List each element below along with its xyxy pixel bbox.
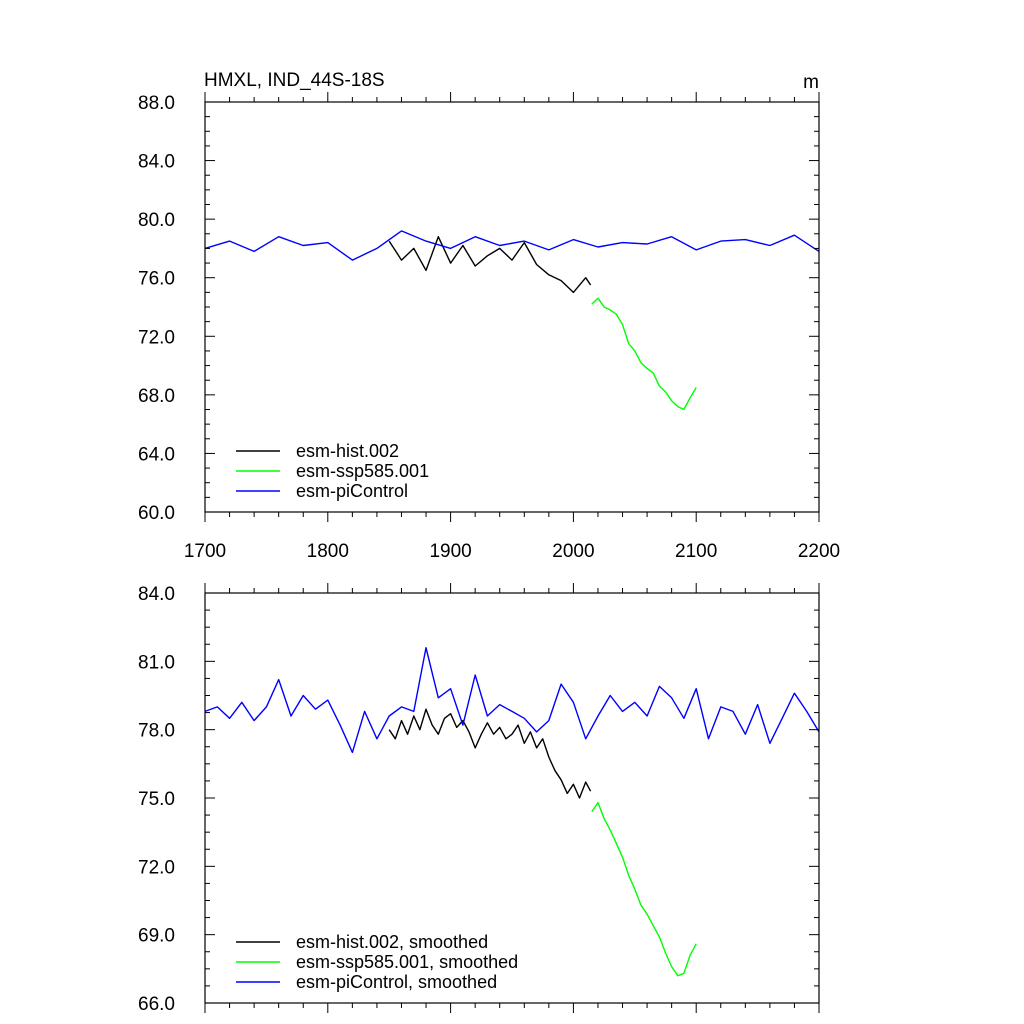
y-tick-label: 60.0 xyxy=(138,503,175,524)
series-lines xyxy=(204,230,820,411)
y-tick-label: 88.0 xyxy=(138,93,175,114)
y-tick-label: 69.0 xyxy=(138,926,175,947)
series-line xyxy=(388,708,592,799)
axis-ticks: 66.0 69.0 72.0 75.0 78.0 81.0 84.0 xyxy=(138,583,820,1015)
y-tick-label: 64.0 xyxy=(138,444,175,465)
y-tick-label: 81.0 xyxy=(138,652,175,673)
units-label: m xyxy=(803,72,819,93)
x-tick-label: 2000 xyxy=(552,541,594,562)
y-tick-label: 84.0 xyxy=(138,584,175,605)
chart-title: HMXL, IND_44S-18S xyxy=(204,70,385,91)
y-tick-label: 84.0 xyxy=(138,152,175,173)
series-line xyxy=(591,297,697,411)
y-tick-label: 72.0 xyxy=(138,327,175,348)
series-line xyxy=(204,647,820,754)
x-tick-label: 1700 xyxy=(184,541,226,562)
y-tick-label: 68.0 xyxy=(138,386,175,407)
legend-label: esm-ssp585.001 xyxy=(296,461,429,481)
x-tick-label: 1900 xyxy=(429,541,471,562)
legend-label: esm-ssp585.001, smoothed xyxy=(296,952,518,972)
legend-label: esm-piControl xyxy=(296,481,408,501)
y-tick-label: 66.0 xyxy=(138,994,175,1015)
y-tick-label: 72.0 xyxy=(138,857,175,878)
x-tick-label: 1800 xyxy=(307,541,349,562)
axis-ticks: 1700 1800 1900 2000 2100 2200 60.0 64.0 68.0 72.0… xyxy=(138,92,840,562)
series-lines xyxy=(204,647,820,977)
x-tick-label: 2200 xyxy=(798,541,840,562)
y-tick-label: 80.0 xyxy=(138,210,175,231)
bottom-line-chart-smoothed: 66.0 69.0 72.0 75.0 78.0 81.0 84.0 esm-hist.00… xyxy=(138,583,820,1015)
series-line xyxy=(388,235,592,294)
top-line-chart: HMXL, IND_44S-18S m 1700 1800 1900 2000 2100… xyxy=(138,70,840,562)
legend-label: esm-hist.002, smoothed xyxy=(296,932,488,952)
series-line xyxy=(204,230,820,261)
y-tick-label: 76.0 xyxy=(138,269,175,290)
legend-label: esm-hist.002 xyxy=(296,441,399,461)
series-line xyxy=(591,801,697,977)
y-tick-label: 78.0 xyxy=(138,721,175,742)
y-tick-label: 75.0 xyxy=(138,789,175,810)
legend-label: esm-piControl, smoothed xyxy=(296,972,497,992)
x-tick-label: 2100 xyxy=(675,541,717,562)
